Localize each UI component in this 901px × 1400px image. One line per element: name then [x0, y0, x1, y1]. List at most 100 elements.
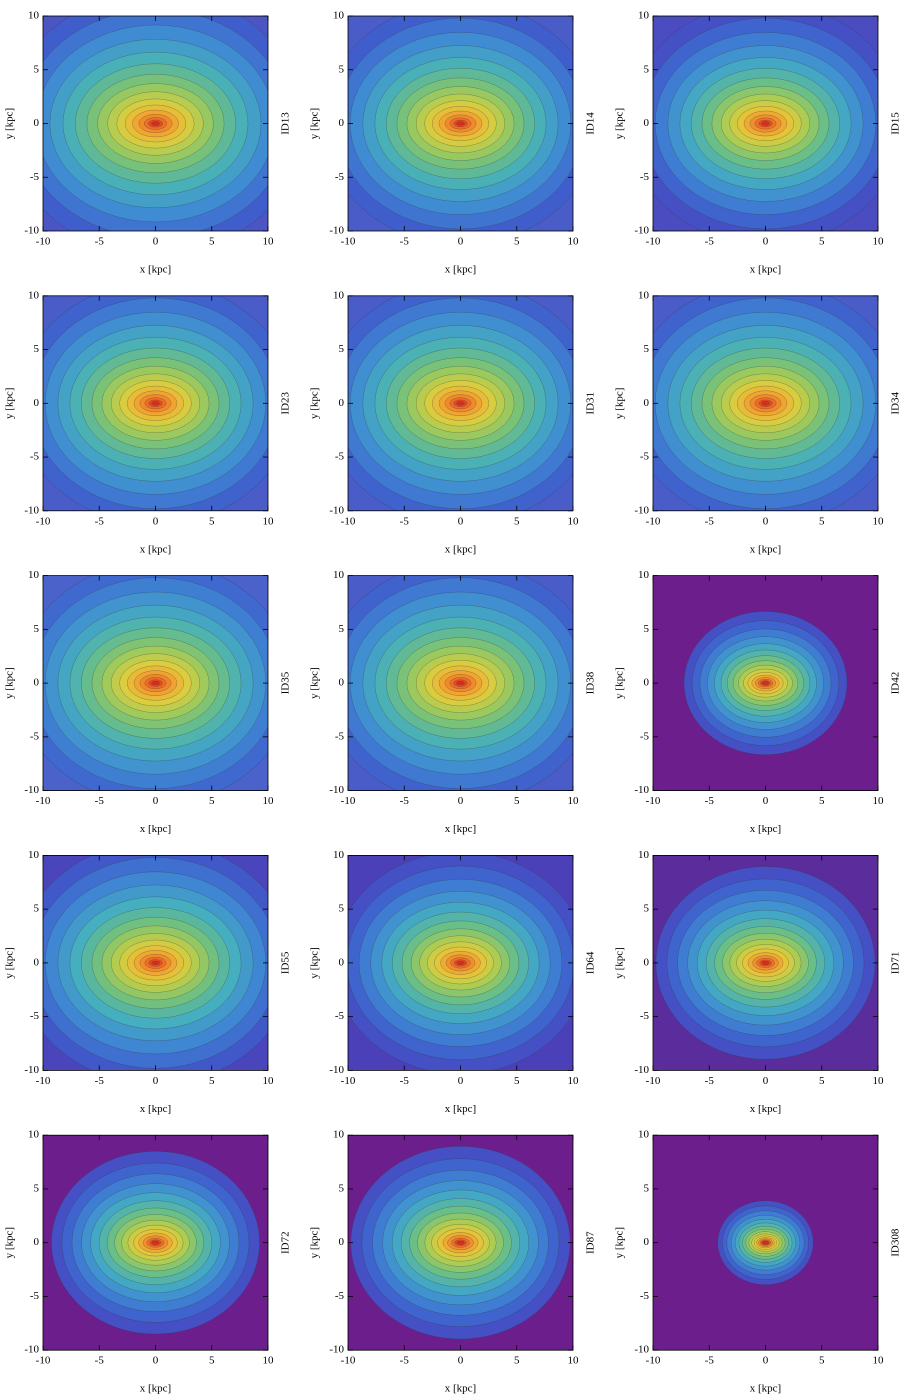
y-tick-label: 10 — [28, 1129, 40, 1141]
panel-title: ID35 — [280, 671, 292, 694]
x-tick-label: -10 — [36, 795, 51, 807]
y-tick-label: 10 — [28, 289, 40, 301]
x-tick-label: 5 — [819, 515, 825, 527]
density-map — [348, 16, 573, 231]
y-tick-label: -10 — [329, 1064, 344, 1076]
y-tick-label: 5 — [644, 903, 650, 915]
y-tick-label: 5 — [34, 343, 40, 355]
x-tick-label: 5 — [819, 1075, 825, 1087]
y-tick-label: 5 — [339, 63, 345, 75]
x-tick-label: -5 — [95, 236, 105, 248]
y-tick-label: 5 — [34, 623, 40, 635]
x-tick-label: 0 — [153, 1355, 159, 1367]
panel: -10 -5 0 5 10 -10 -5 0 5 10 x [kpc] y [kpc] ID308 — [614, 1129, 901, 1395]
x-tick-label: 0 — [458, 1355, 464, 1367]
x-tick-label: -5 — [705, 515, 715, 527]
x-tick-label: -10 — [341, 795, 356, 807]
y-axis-label: y [kpc] — [4, 667, 16, 698]
panel: -10 -5 0 5 10 -10 -5 0 5 10 x [kpc] y [kpc] ID72 — [4, 1129, 292, 1395]
y-tick-label: -5 — [640, 1290, 650, 1302]
y-tick-label: 0 — [644, 1236, 650, 1248]
density-map — [348, 1135, 573, 1351]
panel-title: ID13 — [280, 112, 292, 135]
contour — [456, 960, 465, 966]
y-tick-label: 0 — [34, 1236, 40, 1248]
x-axis-label: x [kpc] — [140, 1383, 171, 1395]
density-map — [653, 1135, 878, 1351]
y-tick-label: 10 — [28, 10, 40, 22]
x-tick-label: 5 — [514, 795, 520, 807]
y-axis-label: y [kpc] — [309, 1227, 321, 1258]
x-tick-label: 10 — [873, 515, 885, 527]
y-axis-label: y [kpc] — [4, 388, 16, 419]
y-axis-label: y [kpc] — [614, 947, 626, 978]
density-map — [653, 295, 878, 511]
y-tick-label: 5 — [644, 63, 650, 75]
y-tick-label: -5 — [640, 1010, 650, 1022]
y-tick-label: 0 — [339, 117, 345, 129]
panel: -10 -5 0 5 10 -10 -5 0 5 10 x [kpc] y [kpc] ID15 — [614, 10, 901, 276]
panel-title: ID34 — [890, 391, 901, 414]
y-tick-label: -5 — [335, 171, 345, 183]
y-tick-label: 10 — [333, 569, 345, 581]
x-tick-label: 5 — [514, 1075, 520, 1087]
x-tick-label: 10 — [263, 236, 275, 248]
x-tick-label: 10 — [263, 515, 275, 527]
x-tick-label: 0 — [763, 795, 769, 807]
y-tick-label: -10 — [634, 784, 649, 796]
y-axis-label: y [kpc] — [309, 667, 321, 698]
x-tick-label: 0 — [153, 1075, 159, 1087]
x-tick-label: 10 — [568, 1355, 580, 1367]
contour — [762, 1240, 769, 1245]
x-tick-label: -10 — [341, 1355, 356, 1367]
y-axis-label: y [kpc] — [614, 1227, 626, 1258]
panel-title: ID87 — [585, 1231, 597, 1254]
y-tick-label: -5 — [335, 1010, 345, 1022]
y-tick-label: 0 — [644, 117, 650, 129]
y-tick-label: -5 — [30, 1290, 40, 1302]
contour — [456, 1240, 465, 1245]
x-axis-label: x [kpc] — [445, 543, 476, 555]
y-tick-label: 5 — [34, 63, 40, 75]
panel: -10 -5 0 5 10 -10 -5 0 5 10 x [kpc] y [kpc] ID55 — [4, 849, 292, 1115]
density-map — [348, 575, 573, 791]
x-tick-label: 5 — [209, 795, 215, 807]
y-tick-label: 0 — [34, 397, 40, 409]
x-axis-label: x [kpc] — [445, 1103, 476, 1115]
density-map — [653, 855, 878, 1071]
panel-title: ID64 — [585, 951, 597, 974]
y-tick-label: -10 — [24, 784, 39, 796]
panel: -10 -5 0 5 10 -10 -5 0 5 10 x [kpc] y [kpc] ID34 — [614, 289, 901, 555]
y-tick-label: 0 — [339, 1236, 345, 1248]
y-tick-label: -10 — [24, 504, 39, 516]
x-axis-label: x [kpc] — [140, 823, 171, 835]
y-tick-label: -10 — [24, 225, 39, 237]
contour — [151, 680, 160, 686]
x-tick-label: 0 — [458, 1075, 464, 1087]
x-tick-label: 10 — [873, 795, 885, 807]
panel: -10 -5 0 5 10 -10 -5 0 5 10 x [kpc] y [kpc] ID35 — [4, 569, 292, 835]
x-axis-label: x [kpc] — [750, 1383, 781, 1395]
x-tick-label: -10 — [36, 1075, 51, 1087]
y-tick-label: -10 — [329, 504, 344, 516]
y-tick-label: -10 — [329, 784, 344, 796]
y-tick-label: 5 — [339, 343, 345, 355]
y-tick-label: 5 — [644, 1182, 650, 1194]
x-tick-label: 0 — [763, 236, 769, 248]
y-axis-label: y [kpc] — [4, 108, 16, 139]
x-tick-label: -10 — [36, 1355, 51, 1367]
density-map — [348, 295, 573, 511]
y-axis-label: y [kpc] — [309, 947, 321, 978]
y-tick-label: -5 — [335, 730, 345, 742]
panel-title: ID42 — [890, 672, 901, 695]
x-tick-label: 5 — [209, 515, 215, 527]
x-axis-label: x [kpc] — [750, 264, 781, 276]
x-tick-label: 5 — [209, 236, 215, 248]
x-tick-label: -5 — [400, 236, 410, 248]
y-tick-label: -10 — [329, 1344, 344, 1356]
y-tick-label: 5 — [644, 343, 650, 355]
y-axis-label: y [kpc] — [614, 667, 626, 698]
y-tick-label: 0 — [34, 677, 40, 689]
x-tick-label: -5 — [705, 236, 715, 248]
